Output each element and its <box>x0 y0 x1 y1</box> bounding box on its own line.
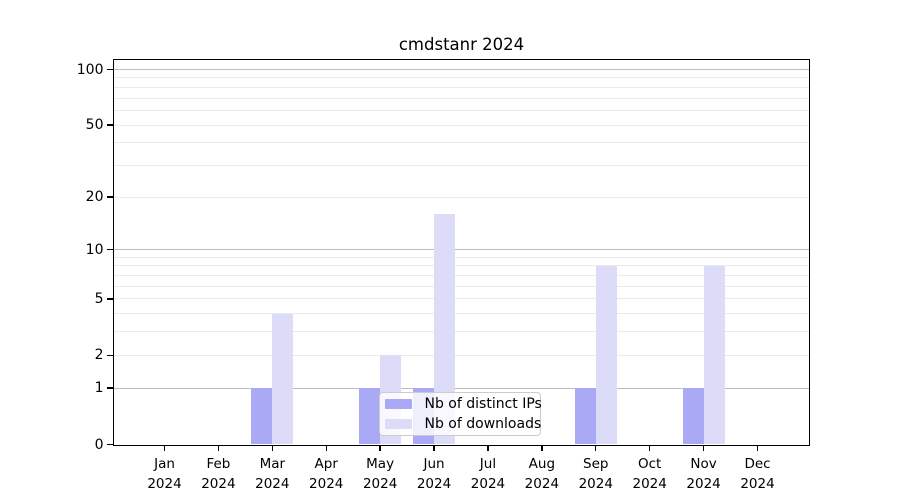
y-tick-50 <box>106 124 114 126</box>
y-tick-label-0: 0 <box>94 436 104 453</box>
y-tick-5 <box>106 298 114 300</box>
bar-downloads-jun <box>434 214 456 445</box>
y-tick-100 <box>106 68 114 71</box>
gridline-y-40 <box>113 142 809 144</box>
gridline-y-50 <box>113 124 809 126</box>
gridline-y-1 <box>113 387 809 389</box>
gridline-y-60 <box>113 109 809 111</box>
x-tick-label-may: May 2024 <box>362 455 398 492</box>
y-tick-label-1: 1 <box>94 380 104 397</box>
bar-distinct-ips-sep <box>574 388 596 445</box>
legend-item-downloads: Nb of downloads <box>384 415 542 432</box>
y-tick-0 <box>106 443 114 446</box>
bar-downloads-sep <box>595 265 617 445</box>
y-tick-label-10: 10 <box>85 241 104 258</box>
chart-title: cmdstanr 2024 <box>398 35 525 54</box>
y-tick-1 <box>106 387 114 389</box>
bar-distinct-ips-mar <box>251 388 273 445</box>
x-tick-jun <box>433 444 435 451</box>
gridline-y-100 <box>113 69 809 70</box>
x-tick-label-dec: Dec 2024 <box>740 455 775 492</box>
gridline-y-10 <box>113 249 809 251</box>
y-tick-20 <box>106 196 114 198</box>
legend-item-distinct-ips: Nb of distinct IPs <box>384 395 542 412</box>
y-tick-label-2: 2 <box>94 347 104 364</box>
x-tick-label-jul: Jul 2024 <box>470 455 506 492</box>
x-tick-label-apr: Apr 2024 <box>309 455 344 492</box>
gridline-y-90 <box>113 77 809 79</box>
gridline-y-20 <box>113 196 809 198</box>
bar-downloads-mar <box>272 313 294 445</box>
bar-downloads-nov <box>703 265 725 445</box>
x-tick-nov <box>702 444 705 451</box>
gridline-y-7 <box>113 275 809 277</box>
gridline-y-9 <box>113 256 809 258</box>
x-tick-label-mar: Mar 2024 <box>255 455 290 492</box>
legend-swatch-downloads <box>384 418 412 429</box>
gridline-y-5 <box>113 298 809 300</box>
gridline-y-70 <box>113 97 809 99</box>
y-tick-10 <box>106 248 114 251</box>
x-tick-apr <box>325 444 327 451</box>
gridline-y-80 <box>113 86 809 88</box>
y-tick-2 <box>106 354 114 356</box>
x-tick-mar <box>271 444 273 451</box>
x-tick-oct <box>648 444 651 451</box>
x-tick-label-jan: Jan 2024 <box>147 455 182 492</box>
legend-swatch-distinct-ips <box>384 398 412 409</box>
y-tick-label-100: 100 <box>76 61 104 78</box>
legend: Nb of distinct IPs Nb of downloads <box>378 391 542 436</box>
legend-label-distinct-ips: Nb of distinct IPs <box>424 395 542 412</box>
plot-area: 0 1 2 5 10 20 50 100 Jan 2024 Feb 2024 Mar 2024 Apr… <box>77 58 810 492</box>
legend-label-downloads: Nb of downloads <box>424 415 542 432</box>
y-tick-label-50: 50 <box>85 117 104 134</box>
bar-distinct-ips-nov <box>682 388 704 445</box>
gridline-y-6 <box>113 285 809 287</box>
gridline-y-3 <box>113 331 809 333</box>
x-tick-label-aug: Aug 2024 <box>524 455 560 492</box>
x-tick-label-jun: Jun 2024 <box>416 455 452 492</box>
bar-distinct-ips-may <box>359 388 381 445</box>
x-tick-sep <box>595 444 597 451</box>
x-tick-jul <box>487 444 489 451</box>
y-tick-label-20: 20 <box>85 189 104 206</box>
x-tick-label-sep: Sep 2024 <box>578 455 613 492</box>
gridline-y-8 <box>113 265 809 267</box>
x-tick-label-nov: Nov 2024 <box>686 455 721 492</box>
gridline-y-2 <box>113 354 809 356</box>
x-tick-label-feb: Feb 2024 <box>201 455 236 492</box>
x-tick-aug <box>541 444 543 451</box>
x-tick-feb <box>217 444 220 451</box>
gridline-y-4 <box>113 313 809 315</box>
y-tick-label-5: 5 <box>94 290 104 307</box>
gridline-y-30 <box>113 164 809 166</box>
x-tick-may <box>379 444 381 451</box>
x-tick-dec <box>756 444 759 451</box>
x-tick-jan <box>163 444 166 451</box>
x-tick-label-oct: Oct 2024 <box>632 455 667 492</box>
